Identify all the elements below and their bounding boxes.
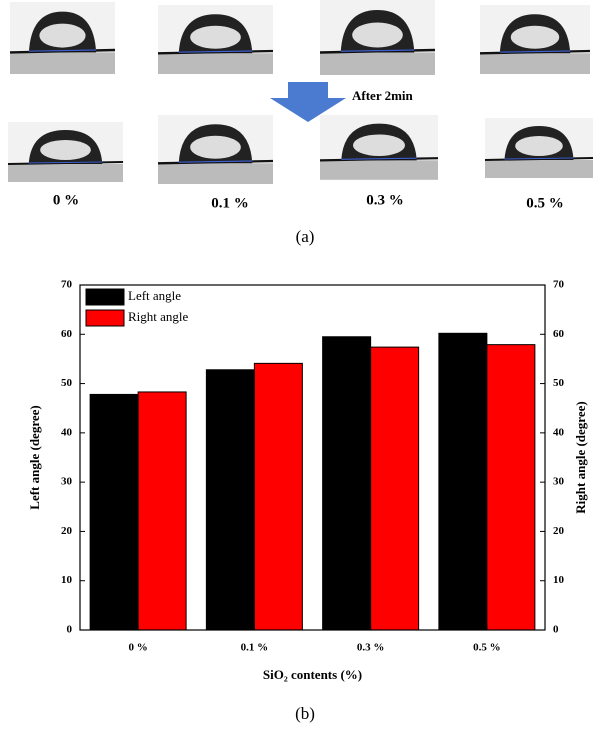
bar (138, 392, 186, 630)
y-axis-label: Left angle (degree) (27, 405, 42, 509)
bar (371, 347, 419, 630)
photo (158, 115, 273, 184)
y2-tick-label: 40 (553, 426, 565, 438)
x-axis-label: SiO₂ contents (%) (263, 667, 362, 682)
photo (10, 2, 115, 74)
legend-label: Right angle (128, 309, 189, 324)
y2-tick-label: 0 (553, 624, 559, 636)
y2-tick-label: 70 (553, 279, 565, 291)
photo (320, 0, 435, 75)
photo-label: 0.1 % (211, 195, 249, 211)
bar (206, 370, 254, 630)
y2-axis-label: Right angle (degree) (573, 401, 588, 513)
x-tick-label: 0 % (129, 642, 148, 654)
y2-tick-label: 50 (553, 377, 565, 389)
x-tick-label: 0.1 % (241, 642, 269, 654)
x-tick-label: 0.5 % (473, 642, 501, 654)
y-tick-label: 20 (61, 525, 73, 537)
y-tick-label: 10 (61, 574, 73, 586)
photo-label: 0.3 % (366, 192, 404, 208)
bar (254, 363, 302, 630)
y-tick-label: 40 (61, 426, 73, 438)
bar (487, 345, 535, 630)
legend-swatch (86, 289, 124, 305)
caption: (a) (296, 227, 315, 246)
bar (439, 333, 487, 630)
y-tick-label: 70 (61, 279, 73, 291)
y-tick-label: 50 (61, 377, 73, 389)
bar-chart: 0 10 20 30 40 50 60 70 0 10 20 30 40 50 60 70 0 % 0.1 % 0.… (27, 279, 588, 682)
y2-tick-label: 20 (553, 525, 565, 537)
photo (485, 118, 593, 178)
legend-label: Left angle (128, 288, 181, 303)
figure: After 2min 0 % 0.1 % 0.3 % 0.5 % (a) (b)… (0, 0, 609, 730)
x-tick-label: 0.3 % (357, 642, 385, 654)
legend-swatch (86, 310, 124, 326)
photo (320, 115, 438, 180)
y-tick-label: 60 (61, 328, 73, 340)
y-tick-label: 30 (61, 476, 73, 488)
photo (8, 122, 123, 182)
y-tick-label: 0 (67, 624, 73, 636)
y2-tick-label: 10 (553, 574, 565, 586)
caption: (b) (295, 704, 315, 723)
photo-label: 0 % (53, 192, 79, 208)
y2-tick-label: 30 (553, 476, 565, 488)
photo (158, 5, 273, 74)
photo-label: 0.5 % (526, 195, 564, 211)
y2-tick-label: 60 (553, 328, 565, 340)
bar (323, 337, 371, 630)
annotation: After 2min (352, 88, 414, 103)
bar (90, 394, 138, 630)
photo (480, 5, 590, 74)
